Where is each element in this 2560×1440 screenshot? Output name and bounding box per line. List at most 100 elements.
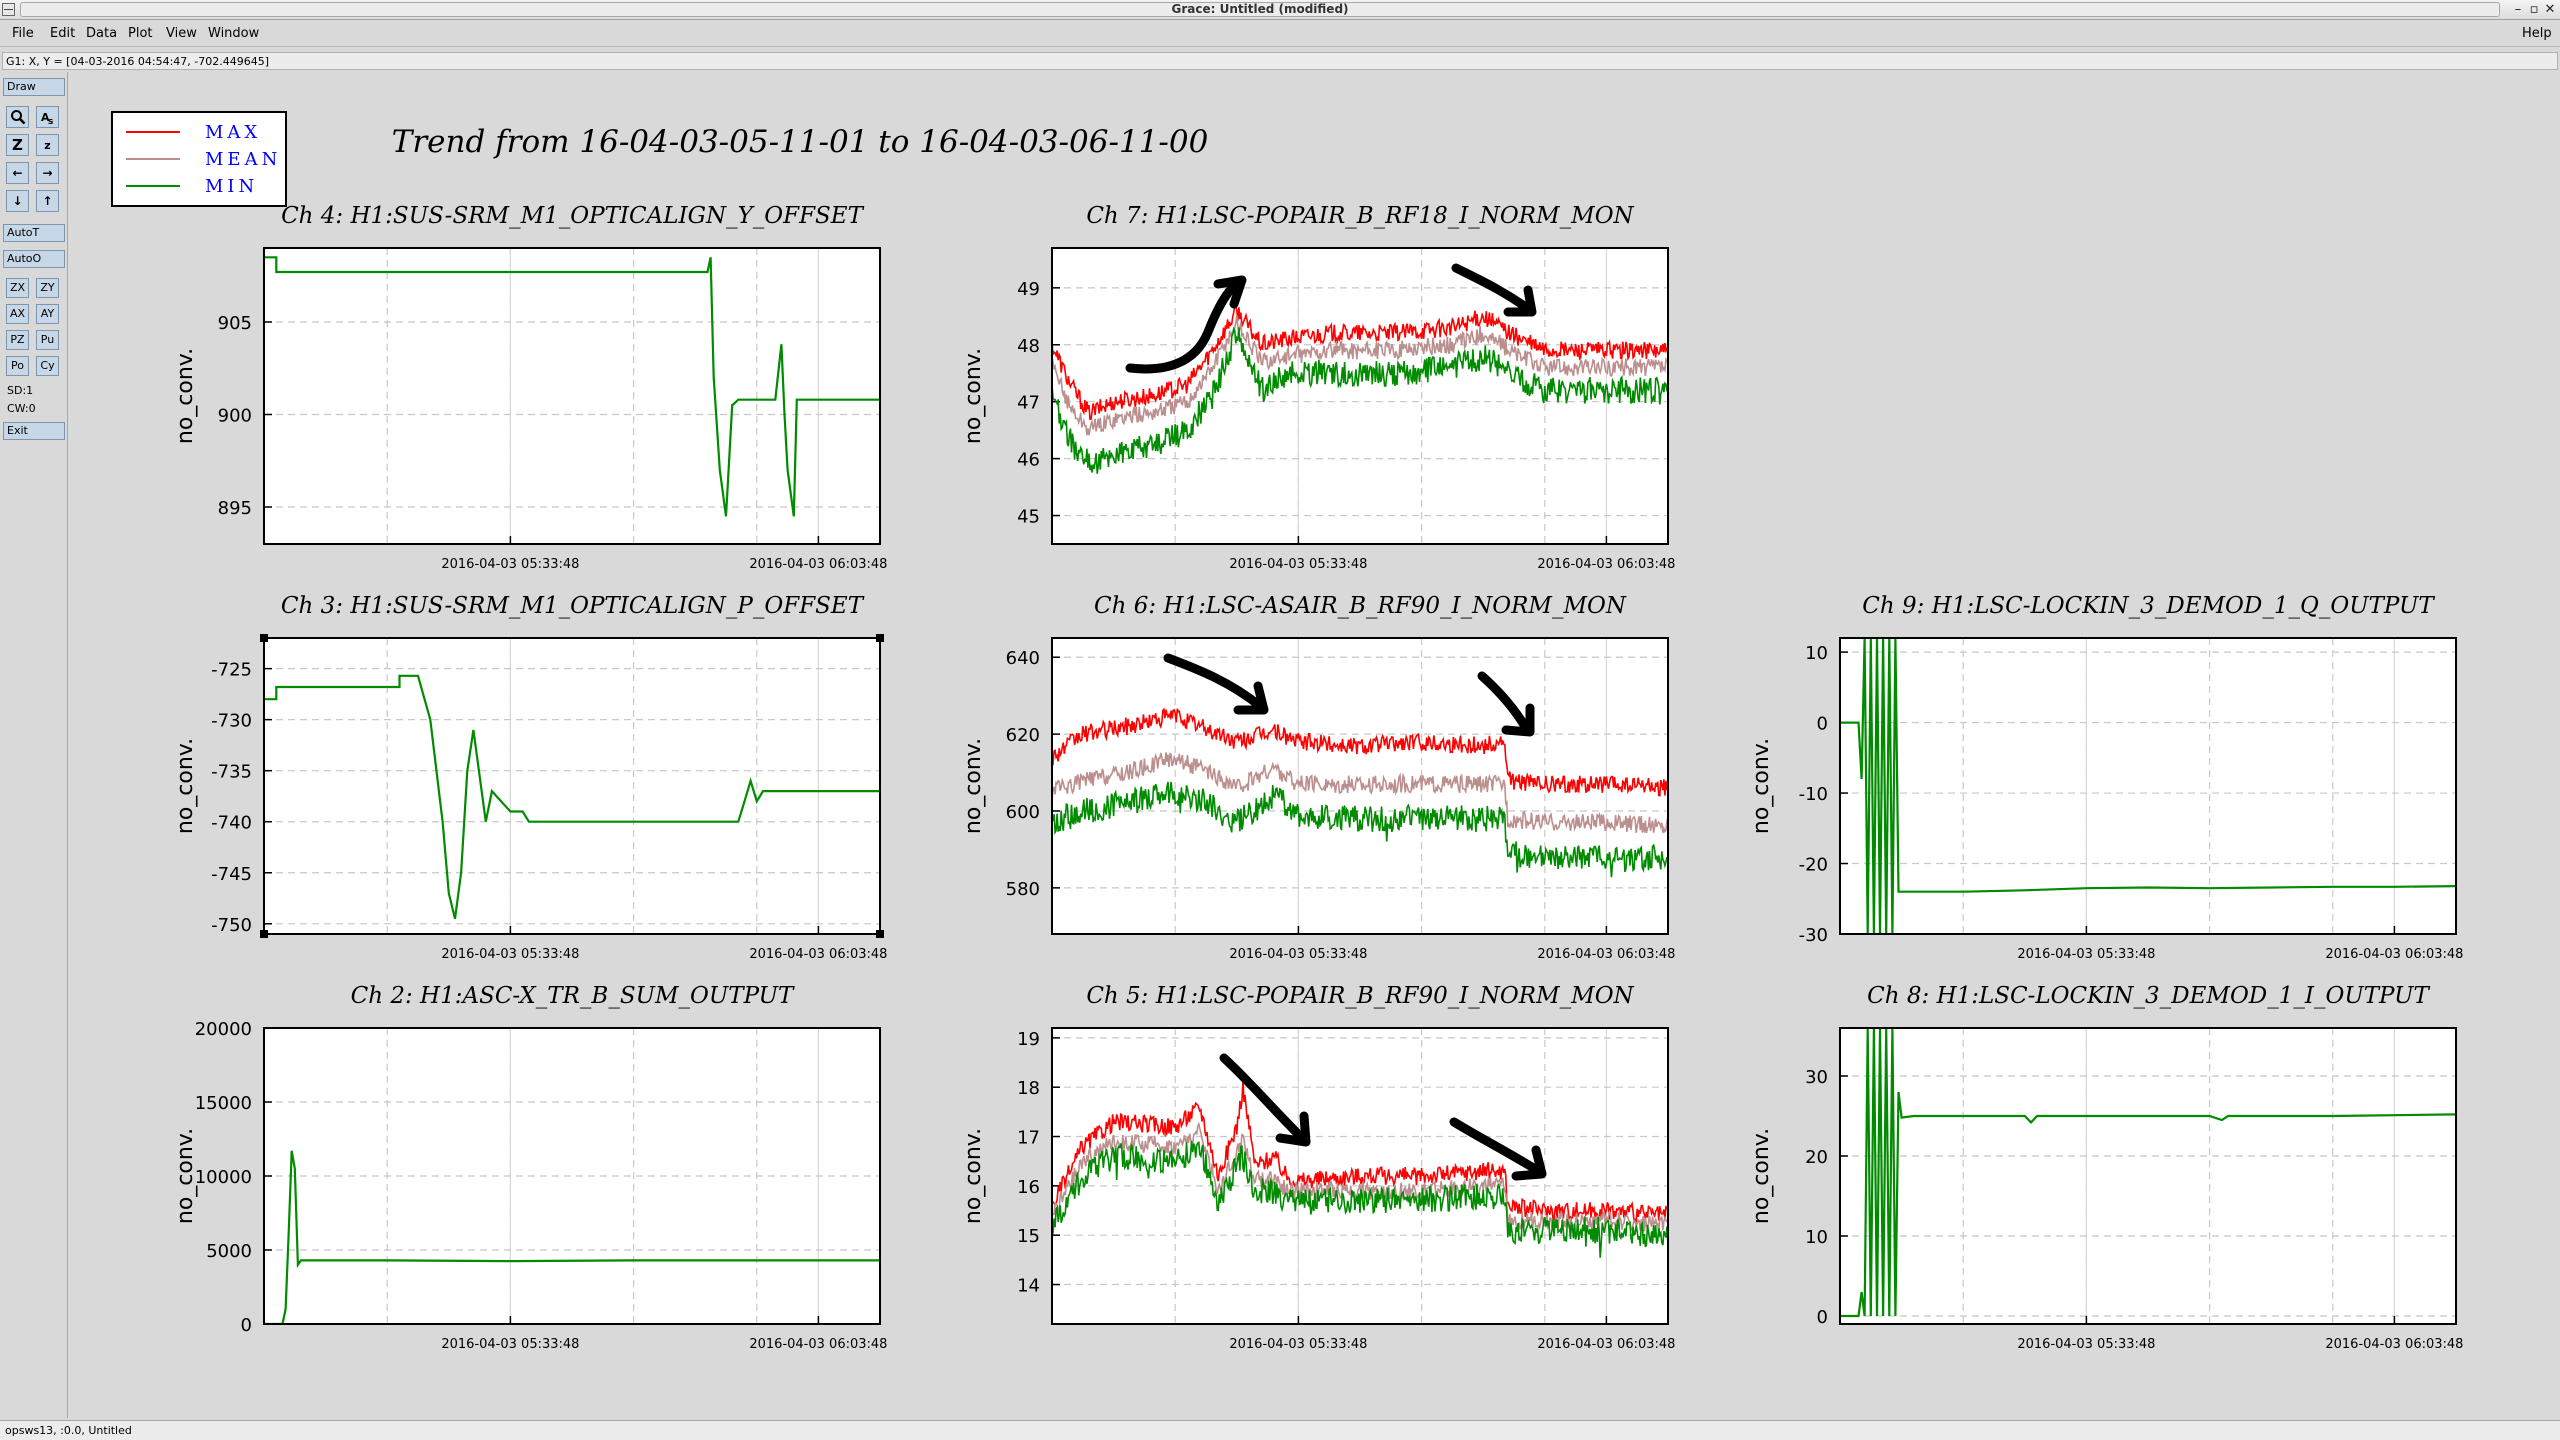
scroll-down-button[interactable]: ↓ (6, 190, 29, 212)
y-tick-label: -730 (211, 711, 252, 732)
y-tick-label: 620 (1006, 725, 1040, 746)
graph-ch3[interactable]: Ch 3: H1:SUS-SRM_M1_OPTICALIGN_P_OFFSET -… (173, 593, 887, 962)
x-tick-label: 2016-04-03 06:03:48 (2325, 947, 2463, 962)
ay-button[interactable]: AY (36, 304, 59, 324)
y-tick-label: 19 (1017, 1029, 1040, 1050)
zoom-out-button[interactable]: z (36, 134, 59, 156)
po-button[interactable]: Po (6, 356, 29, 376)
series-min-line (264, 1150, 880, 1324)
menu-file[interactable]: File (12, 26, 34, 41)
graph-ch9[interactable]: Ch 9: H1:LSC-LOCKIN_3_DEMOD_1_Q_OUTPUT 10… (1749, 593, 2463, 962)
plot-frame (1051, 247, 1669, 545)
pu-button[interactable]: Pu (36, 330, 59, 350)
window-titlebar: Grace: Untitled (modified) – ▫ ✕ (0, 0, 2560, 20)
y-tick-label: -735 (211, 762, 252, 783)
y-tick-label: 905 (218, 313, 252, 334)
arrow-up-icon: ↑ (42, 194, 53, 208)
y-tick-label: 0 (241, 1315, 252, 1336)
graph-ch8[interactable]: Ch 8: H1:LSC-LOCKIN_3_DEMOD_1_I_OUTPUT 0 1… (1749, 983, 2463, 1352)
arrow-ch7-up (1125, 275, 1247, 374)
y-tick-label: 20 (1805, 1147, 1828, 1168)
x-tick-label: 2016-04-03 06:03:48 (1537, 557, 1675, 572)
x-tick-label: 2016-04-03 06:03:48 (2325, 1337, 2463, 1352)
graph-title: Ch 8: H1:LSC-LOCKIN_3_DEMOD_1_I_OUTPUT (1867, 983, 2430, 1009)
graph-title: Ch 7: H1:LSC-POPAIR_B_RF18_I_NORM_MON (1086, 203, 1634, 229)
graph-title: Ch 2: H1:ASC-X_TR_B_SUM_OUTPUT (351, 983, 795, 1009)
y-tick-label: 0 (1817, 714, 1828, 735)
window-title: Grace: Untitled (modified) (20, 2, 2500, 17)
text-tool-button[interactable]: A s (36, 106, 59, 128)
arrow-right-icon: → (42, 166, 53, 180)
menu-plot[interactable]: Plot (128, 26, 153, 41)
y-tick-label: -740 (211, 813, 252, 834)
menu-help[interactable]: Help (2522, 26, 2552, 41)
y-tick-label: 46 (1017, 450, 1040, 471)
x-tick-label: 2016-04-03 05:33:48 (441, 1337, 579, 1352)
pz-button[interactable]: PZ (6, 330, 29, 350)
menu-edit[interactable]: Edit (50, 26, 76, 41)
legend-box[interactable]: MAX MEAN MIN (111, 111, 287, 207)
zoom-button[interactable] (6, 106, 29, 128)
autoscale-button[interactable]: AutoT (3, 224, 65, 242)
plot-svg[interactable]: Trend from 16-04-03-05-11-01 to 16-04-03… (70, 72, 2558, 1418)
y-tick-label: 895 (218, 498, 252, 519)
close-button[interactable]: ✕ (2544, 2, 2556, 17)
y-tick-label: 0 (1817, 1307, 1828, 1328)
x-tick-label: 2016-04-03 05:33:48 (1229, 557, 1367, 572)
scroll-up-button[interactable]: ↑ (36, 190, 59, 212)
x-tick-label: 2016-04-03 05:33:48 (1229, 947, 1367, 962)
graph-ch5[interactable]: Ch 5: H1:LSC-POPAIR_B_RF90_I_NORM_MON 14 1… (961, 983, 1675, 1352)
graph-title: Ch 3: H1:SUS-SRM_M1_OPTICALIGN_P_OFFSET (281, 593, 865, 619)
legend-label-max: MAX (205, 122, 261, 143)
exit-button[interactable]: Exit (3, 422, 65, 440)
graph-title: Ch 5: H1:LSC-POPAIR_B_RF90_I_NORM_MON (1086, 983, 1634, 1009)
x-tick-label: 2016-04-03 05:33:48 (2017, 1337, 2155, 1352)
zoom-in-button[interactable]: Z (6, 134, 29, 156)
selection-handle (260, 930, 268, 938)
arrow-down-icon: ↓ (12, 194, 23, 208)
ax-button[interactable]: AX (6, 304, 29, 324)
x-tick-label: 2016-04-03 06:03:48 (1537, 947, 1675, 962)
zx-button[interactable]: ZX (6, 278, 29, 298)
series-mean-line (1052, 1121, 1668, 1234)
plot-canvas[interactable]: Trend from 16-04-03-05-11-01 to 16-04-03… (70, 72, 2558, 1418)
y-tick-label: -725 (211, 660, 252, 681)
y-tick-label: 48 (1017, 336, 1040, 357)
graph-ch6[interactable]: Ch 6: H1:LSC-ASAIR_B_RF90_I_NORM_MON 580 6… (961, 593, 1675, 962)
draw-button[interactable]: Draw (3, 78, 65, 96)
plot-area (264, 1028, 880, 1324)
app-icon[interactable] (2, 3, 15, 16)
graph-ch2[interactable]: Ch 2: H1:ASC-X_TR_B_SUM_OUTPUT 0 5000 10000… (173, 983, 887, 1352)
series-min-line (1052, 781, 1668, 878)
series-min-line (1840, 638, 2456, 934)
menu-view[interactable]: View (166, 26, 197, 41)
zy-button[interactable]: ZY (36, 278, 59, 298)
annotation-arrows (1125, 263, 1547, 1181)
autoscale-on-button[interactable]: AutoO (3, 250, 65, 268)
cy-button[interactable]: Cy (36, 356, 59, 376)
y-tick-label: 16 (1017, 1177, 1040, 1198)
menu-data[interactable]: Data (86, 26, 118, 41)
scroll-right-button[interactable]: → (36, 162, 59, 184)
zoom-big-z-icon: Z (12, 136, 23, 154)
minimize-button[interactable]: – (2514, 2, 2522, 17)
y-tick-label: 15 (1017, 1226, 1040, 1247)
graph-ch7[interactable]: Ch 7: H1:LSC-POPAIR_B_RF18_I_NORM_MON 45 4… (961, 203, 1675, 572)
plot-area (264, 638, 880, 934)
menu-window[interactable]: Window (208, 26, 260, 41)
arrow-ch6-down-left (1163, 653, 1269, 715)
scroll-left-button[interactable]: ← (6, 162, 29, 184)
y-axis-label: no_conv. (961, 738, 986, 834)
maximize-button[interactable]: ▫ (2529, 2, 2539, 17)
y-tick-label: -30 (1799, 925, 1828, 946)
graph-title: Ch 6: H1:LSC-ASAIR_B_RF90_I_NORM_MON (1094, 593, 1627, 619)
x-tick-label: 2016-04-03 05:33:48 (2017, 947, 2155, 962)
selection-handle (876, 930, 884, 938)
svg-text:s: s (48, 117, 53, 125)
plot-frame (263, 1027, 881, 1325)
graph-ch4[interactable]: Ch 4: H1:SUS-SRM_M1_OPTICALIGN_Y_OFFSET 8… (173, 203, 887, 572)
plot-frame (1051, 1027, 1669, 1325)
y-axis-label: no_conv. (1749, 738, 1774, 834)
y-tick-label: 580 (1006, 879, 1040, 900)
series-max-line (1052, 1080, 1668, 1225)
